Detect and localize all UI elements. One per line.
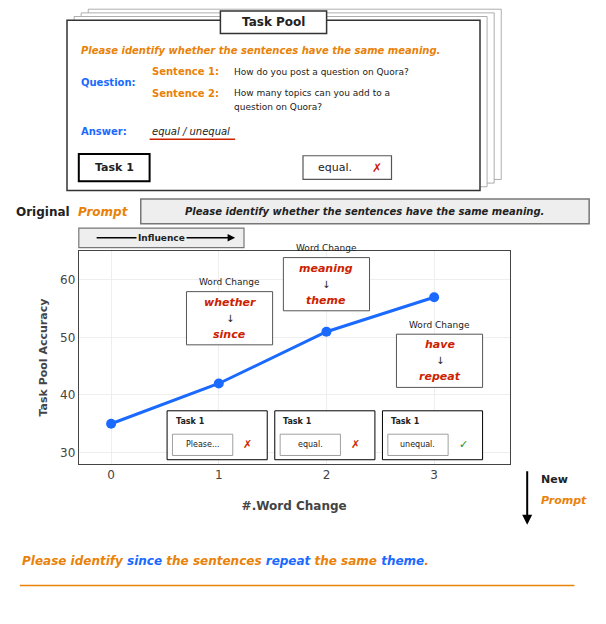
svg-text:Task Pool Accuracy: Task Pool Accuracy	[37, 299, 50, 417]
svg-text:meaning: meaning	[299, 262, 353, 275]
svg-text:↓: ↓	[226, 313, 234, 324]
svg-text:↓: ↓	[322, 279, 330, 290]
svg-text:✓: ✓	[459, 438, 468, 451]
svg-text:Please identify whether the se: Please identify whether the sentences ha…	[81, 45, 440, 56]
svg-text:unequal.: unequal.	[400, 440, 435, 449]
svg-text:Prompt: Prompt	[541, 494, 587, 507]
svg-text:equal / unequal: equal / unequal	[152, 126, 230, 137]
svg-text:Please...: Please...	[186, 440, 220, 449]
svg-text:theme: theme	[306, 294, 346, 307]
svg-text:have: have	[425, 338, 455, 351]
svg-text:30: 30	[60, 446, 75, 460]
svg-text:Task 1: Task 1	[391, 417, 420, 426]
svg-text:equal.: equal.	[318, 161, 352, 174]
svg-text:question on Quora?: question on Quora?	[234, 102, 322, 112]
svg-text:✗: ✗	[243, 438, 252, 451]
svg-text:✗: ✗	[372, 161, 382, 175]
svg-text:Please identify since the sent: Please identify since the sentences repe…	[22, 554, 429, 568]
svg-text:Word Change: Word Change	[199, 277, 260, 287]
svg-text:Task Pool: Task Pool	[242, 15, 305, 29]
svg-text:equal.: equal.	[298, 440, 323, 449]
svg-text:Answer:: Answer:	[81, 126, 127, 137]
svg-text:whether: whether	[204, 296, 256, 309]
svg-text:↓: ↓	[436, 355, 444, 366]
svg-text:Influence: Influence	[138, 233, 185, 243]
svg-text:Prompt: Prompt	[78, 205, 129, 219]
svg-text:New: New	[541, 473, 568, 486]
svg-text:✗: ✗	[351, 438, 360, 451]
svg-text:Please identify whether the se: Please identify whether the sentences ha…	[185, 206, 544, 217]
svg-text:Sentence 1:: Sentence 1:	[152, 66, 219, 77]
svg-text:3: 3	[430, 468, 438, 482]
svg-text:Original: Original	[16, 205, 70, 219]
svg-text:repeat: repeat	[419, 370, 461, 383]
svg-text:Task 1: Task 1	[283, 417, 312, 426]
svg-text:Sentence 2:: Sentence 2:	[152, 88, 219, 99]
svg-text:Word Change: Word Change	[409, 320, 470, 330]
svg-text:#.Word Change: #.Word Change	[242, 499, 347, 513]
svg-text:Task 1: Task 1	[176, 417, 205, 426]
svg-text:How do you post a question on: How do you post a question on Quora?	[234, 67, 409, 77]
svg-text:Word Change: Word Change	[296, 243, 357, 253]
svg-text:Task 1: Task 1	[95, 161, 134, 174]
svg-text:2: 2	[323, 468, 331, 482]
svg-text:40: 40	[60, 388, 75, 402]
svg-text:0: 0	[107, 468, 115, 482]
svg-text:Question:: Question:	[81, 77, 136, 88]
svg-text:1: 1	[215, 468, 223, 482]
svg-text:How many topics can you add to: How many topics can you add to a	[234, 88, 390, 98]
svg-text:since: since	[213, 328, 246, 341]
svg-text:60: 60	[60, 273, 75, 287]
svg-text:50: 50	[60, 331, 75, 345]
